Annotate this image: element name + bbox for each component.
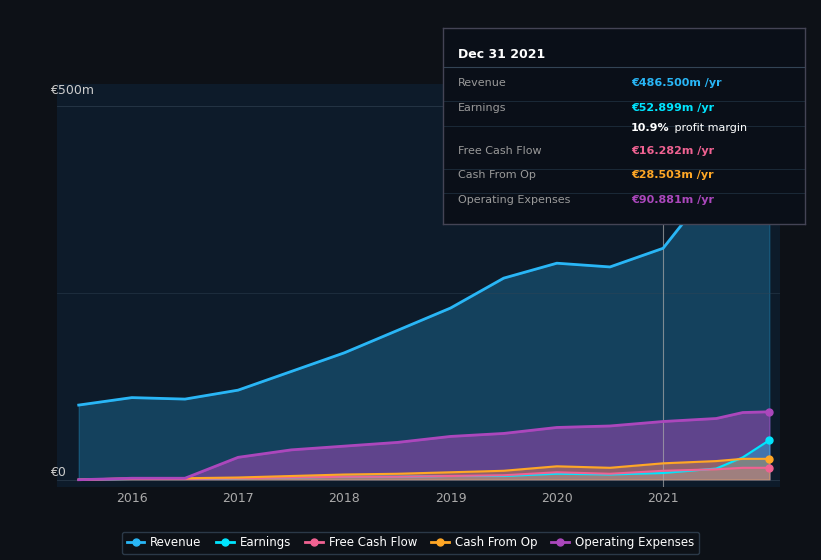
Text: €52.899m /yr: €52.899m /yr [631, 104, 714, 113]
Text: €0: €0 [50, 466, 67, 479]
Text: €486.500m /yr: €486.500m /yr [631, 78, 722, 88]
Text: €28.503m /yr: €28.503m /yr [631, 170, 713, 180]
Text: Operating Expenses: Operating Expenses [458, 195, 570, 206]
Text: Dec 31 2021: Dec 31 2021 [458, 48, 545, 60]
Text: Earnings: Earnings [458, 104, 507, 113]
Text: Cash From Op: Cash From Op [458, 170, 535, 180]
Legend: Revenue, Earnings, Free Cash Flow, Cash From Op, Operating Expenses: Revenue, Earnings, Free Cash Flow, Cash … [122, 531, 699, 554]
Text: €90.881m /yr: €90.881m /yr [631, 195, 714, 206]
Text: €16.282m /yr: €16.282m /yr [631, 147, 714, 156]
Text: 10.9%: 10.9% [631, 123, 670, 133]
Text: Revenue: Revenue [458, 78, 507, 88]
Text: €500m: €500m [50, 84, 94, 97]
Text: profit margin: profit margin [671, 123, 747, 133]
Text: Free Cash Flow: Free Cash Flow [458, 147, 541, 156]
